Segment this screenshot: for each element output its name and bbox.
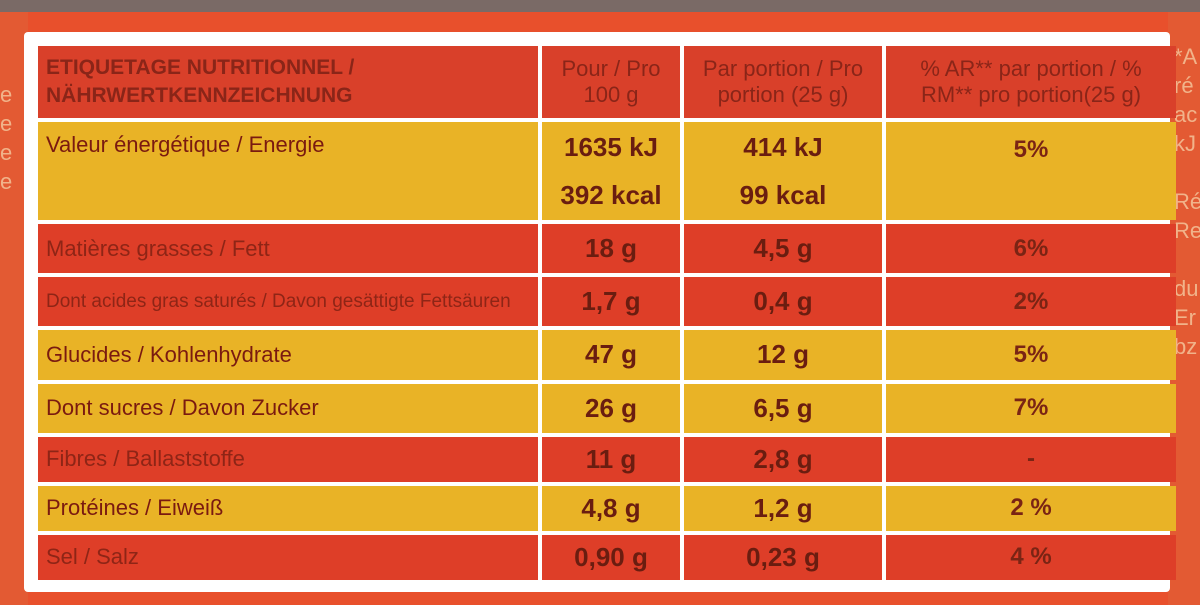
header-row: ETIQUETAGE NUTRITIONNEL / NÄHRWERTKENNZE… <box>38 46 1176 118</box>
energy-kj-per-portion: 414 kJ <box>743 131 823 162</box>
protein-per-100g: 4,8 g <box>542 485 680 531</box>
background-top-edge <box>0 0 1200 12</box>
sugars-per-portion: 6,5 g <box>684 383 882 433</box>
row-label-protein: Protéines / Eiweiß <box>38 485 538 531</box>
fibre-ar: - <box>886 436 1176 482</box>
sugars-ar: 7% <box>886 383 1176 433</box>
table-row-fat: Matières grasses / Fett 18 g 4,5 g 6% <box>38 224 1176 274</box>
table-row-salt: Sel / Salz 0,90 g 0,23 g 4 % <box>38 534 1176 580</box>
fat-per-100g: 18 g <box>542 224 680 274</box>
package-left-edge: e e e e <box>0 12 28 605</box>
row-label-fat: Matières grasses / Fett <box>38 224 538 274</box>
table-row-saturates: Dont acides gras saturés / Davon gesätti… <box>38 277 1176 327</box>
fibre-per-100g: 11 g <box>542 436 680 482</box>
col-header-ar-percent: % AR** par portion / % RM** pro portion(… <box>886 46 1176 118</box>
row-label-saturates: Dont acides gras saturés / Davon gesätti… <box>38 277 538 327</box>
right-edge-text: *A ré ac kJ Ré Re du Er bz <box>1174 44 1200 359</box>
sugars-per-100g: 26 g <box>542 383 680 433</box>
salt-per-portion: 0,23 g <box>684 534 882 580</box>
salt-ar: 4 % <box>886 534 1176 580</box>
saturates-per-100g: 1,7 g <box>542 277 680 327</box>
fat-ar: 6% <box>886 224 1176 274</box>
row-label-salt: Sel / Salz <box>38 534 538 580</box>
fat-per-portion: 4,5 g <box>684 224 882 274</box>
row-label-fibre: Fibres / Ballaststoffe <box>38 436 538 482</box>
energy-kcal-per-portion: 99 kcal <box>739 179 827 210</box>
col-header-per-portion: Par portion / Pro portion (25 g) <box>684 46 882 118</box>
col-header-per-100g: Pour / Pro 100 g <box>542 46 680 118</box>
carbohydrates-per-100g: 47 g <box>542 330 680 380</box>
table-title: ETIQUETAGE NUTRITIONNEL / NÄHRWERTKENNZE… <box>38 46 538 118</box>
row-label-carbohydrates: Glucides / Kohlenhydrate <box>38 330 538 380</box>
row-label-energy: Valeur énergétique / Energie <box>38 121 538 221</box>
table-row-sugars: Dont sucres / Davon Zucker 26 g 6,5 g 7% <box>38 383 1176 433</box>
salt-per-100g: 0,90 g <box>542 534 680 580</box>
energy-kcal-per-100g: 392 kcal <box>560 179 662 210</box>
table-row-carbohydrates: Glucides / Kohlenhydrate 47 g 12 g 5% <box>38 330 1176 380</box>
left-edge-text: e e e e <box>0 82 13 194</box>
energy-kj-per-100g: 1635 kJ <box>564 131 658 162</box>
carbohydrates-ar: 5% <box>886 330 1176 380</box>
fibre-per-portion: 2,8 g <box>684 436 882 482</box>
saturates-per-portion: 0,4 g <box>684 277 882 327</box>
energy-per-portion: 414 kJ 99 kcal <box>684 121 882 221</box>
carbohydrates-per-portion: 12 g <box>684 330 882 380</box>
table-row-energy: Valeur énergétique / Energie 1635 kJ 392… <box>38 121 1176 221</box>
saturates-ar: 2% <box>886 277 1176 327</box>
row-label-sugars: Dont sucres / Davon Zucker <box>38 383 538 433</box>
energy-per-100g: 1635 kJ 392 kcal <box>542 121 680 221</box>
nutrition-panel: ETIQUETAGE NUTRITIONNEL / NÄHRWERTKENNZE… <box>24 32 1176 592</box>
protein-per-portion: 1,2 g <box>684 485 882 531</box>
energy-ar: 5% <box>886 121 1176 221</box>
table-row-fibre: Fibres / Ballaststoffe 11 g 2,8 g - <box>38 436 1176 482</box>
table-row-protein: Protéines / Eiweiß 4,8 g 1,2 g 2 % <box>38 485 1176 531</box>
protein-ar: 2 % <box>886 485 1176 531</box>
nutrition-table: ETIQUETAGE NUTRITIONNEL / NÄHRWERTKENNZE… <box>34 42 1180 584</box>
